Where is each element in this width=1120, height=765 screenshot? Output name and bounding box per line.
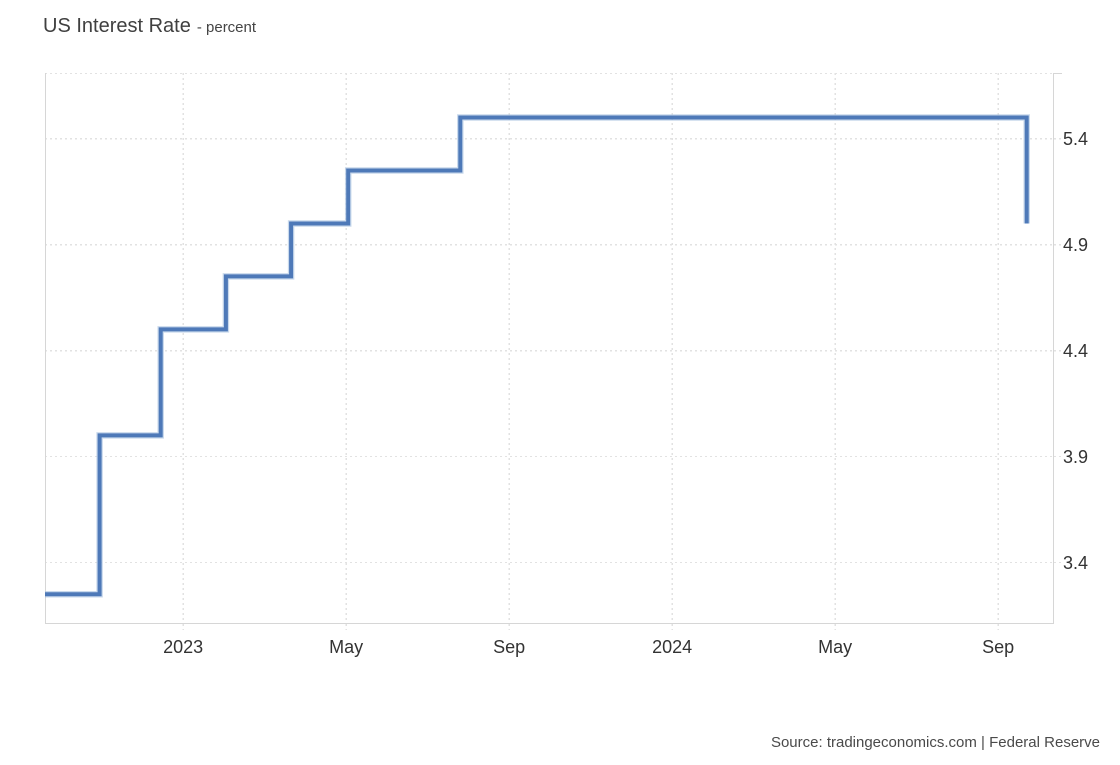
y-tick-label: 4.9	[1063, 234, 1089, 255]
y-tick-label: 3.9	[1063, 446, 1089, 467]
x-tick-label: May	[329, 637, 364, 657]
y-tick-label: 4.4	[1063, 340, 1089, 361]
chart-title-text: US Interest Rate	[43, 15, 191, 37]
y-tick-label: 3.4	[1063, 552, 1089, 573]
chart-title: US Interest Rate - percent	[43, 15, 256, 38]
rate-step-line-halo	[45, 114, 1030, 598]
source-attribution: Source: tradingeconomics.com | Federal R…	[770, 734, 1100, 751]
x-tick-label: May	[818, 637, 853, 657]
step-chart-svg	[44, 72, 1062, 630]
x-tick-label: Sep	[493, 637, 526, 657]
y-tick-label: 5.4	[1063, 128, 1089, 149]
plot-area[interactable]	[44, 72, 1062, 630]
x-tick-label: 2023	[163, 637, 204, 657]
x-tick-label: 2024	[652, 637, 693, 657]
rate-step-line	[45, 115, 1029, 597]
chart-subtitle-text: - percent	[196, 19, 257, 36]
x-tick-label: Sep	[982, 637, 1015, 657]
